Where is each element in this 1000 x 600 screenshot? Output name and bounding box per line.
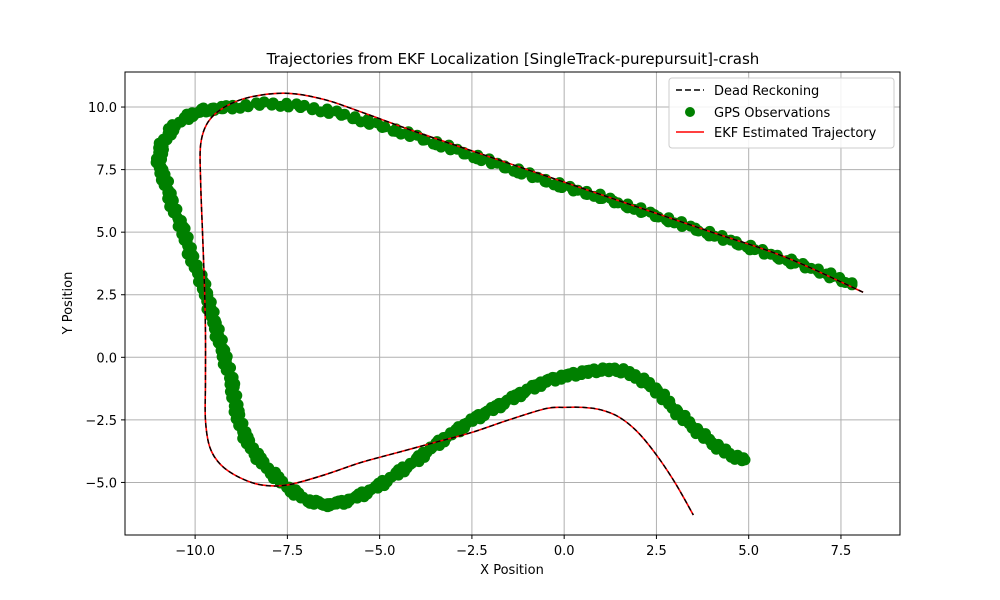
y-tick-label: −2.5	[85, 414, 117, 429]
x-tick-label: 2.5	[646, 544, 667, 559]
legend-swatch-gps-observations	[685, 107, 695, 117]
x-tick-label: −10.0	[175, 544, 215, 559]
legend-label-gps-observations: GPS Observations	[714, 106, 830, 121]
y-tick-label: 10.0	[88, 101, 117, 116]
y-tick-label: −5.0	[85, 476, 117, 491]
y-axis-label: Y Position	[61, 272, 76, 336]
x-tick-label: −2.5	[456, 544, 488, 559]
x-tick-label: 7.5	[831, 544, 852, 559]
chart-title: Trajectories from EKF Localization [Sing…	[266, 50, 760, 68]
y-tick-label: 2.5	[96, 289, 117, 304]
legend-label-dead-reckoning: Dead Reckoning	[714, 84, 819, 99]
x-tick-label: 0.0	[554, 544, 575, 559]
x-axis-label: X Position	[480, 563, 544, 578]
gps-point	[740, 454, 751, 465]
x-tick-label: 5.0	[738, 544, 759, 559]
legend: Dead Reckoning GPS Observations EKF Esti…	[669, 78, 894, 148]
x-tick-label: −5.0	[364, 544, 396, 559]
legend-label-ekf-trajectory: EKF Estimated Trajectory	[714, 126, 877, 141]
y-tick-label: 5.0	[96, 226, 117, 241]
x-tick-label: −7.5	[272, 544, 304, 559]
y-tick-label: 7.5	[96, 164, 117, 179]
y-tick-label: 0.0	[96, 351, 117, 366]
